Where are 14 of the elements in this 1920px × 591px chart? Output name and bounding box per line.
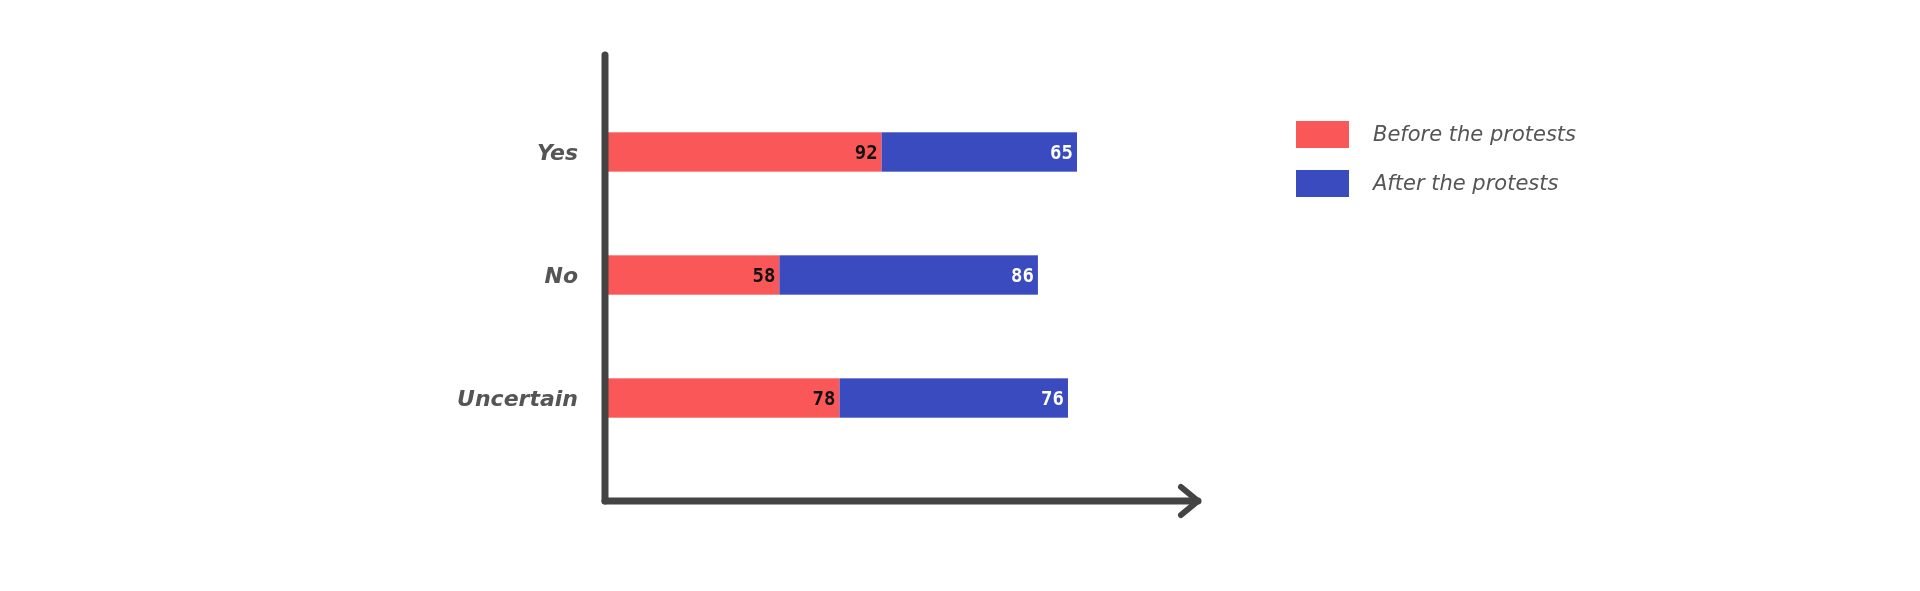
data-label: 92: [854, 140, 878, 163]
bar: [881, 132, 1077, 172]
y-tick-label: Uncertain: [457, 385, 578, 411]
data-label: 58: [752, 263, 776, 286]
bar: [779, 255, 1038, 295]
y-tick-label: No: [544, 262, 578, 288]
data-label: 86: [1011, 263, 1034, 286]
bar: [839, 378, 1068, 418]
legend-label: Before the protests: [1373, 122, 1577, 147]
data-label: 76: [1041, 386, 1064, 409]
y-tick-label: Yes: [536, 139, 578, 165]
data-label: 65: [1050, 140, 1073, 163]
data-label: 78: [812, 386, 836, 409]
legend-label: After the protests: [1371, 171, 1559, 196]
